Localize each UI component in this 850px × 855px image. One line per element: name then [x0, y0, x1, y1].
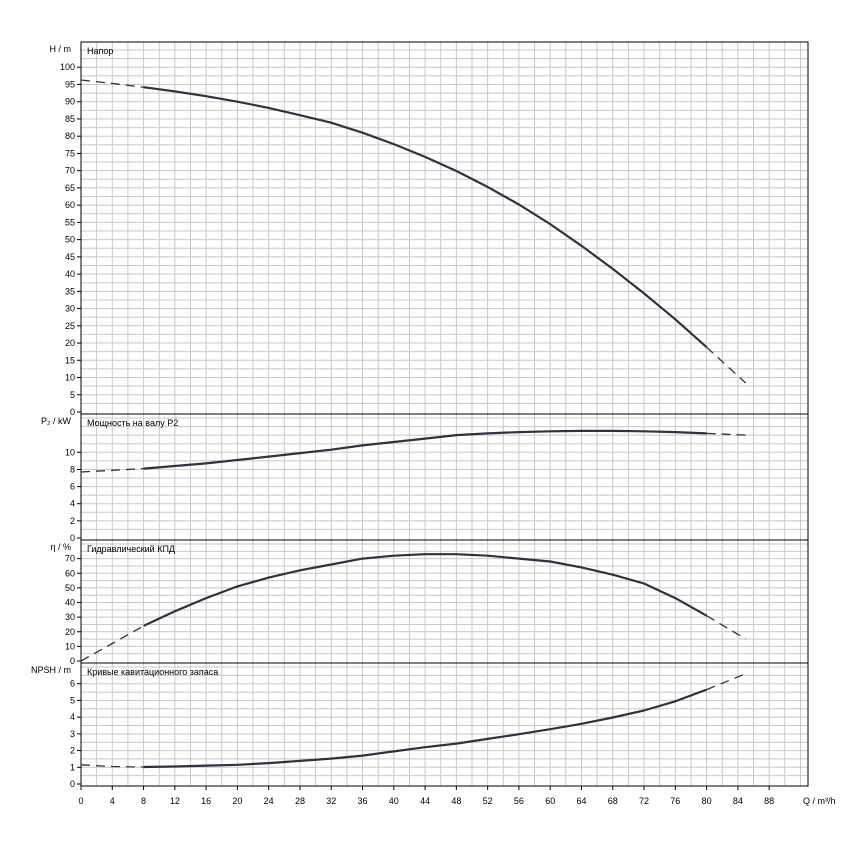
- efficiency-y-axis-label: η / %: [50, 542, 71, 552]
- power-panel-title: Мощность на валу P2: [87, 418, 178, 428]
- npsh-curve-extrapolated: [80, 764, 144, 768]
- x-tick-label: 20: [232, 796, 242, 806]
- head-y-tick-label: 35: [65, 286, 75, 296]
- head-y-tick-label: 45: [65, 252, 75, 262]
- npsh-panel-frame: [80, 662, 809, 787]
- power-y-tick-label: 4: [70, 499, 75, 509]
- x-tick-label: 88: [764, 796, 774, 806]
- x-tick-label: 84: [733, 796, 743, 806]
- npsh-y-tick-label: 2: [70, 746, 75, 756]
- npsh-y-tick-label: 5: [70, 695, 75, 705]
- efficiency-y-tick-label: 30: [65, 612, 75, 622]
- head-y-tick-label: 65: [65, 183, 75, 193]
- head-y-axis-label: H / m: [50, 44, 72, 54]
- head-y-tick-label: 70: [65, 166, 75, 176]
- npsh-y-tick-label: 1: [70, 762, 75, 772]
- head-y-tick-label: 80: [65, 131, 75, 141]
- npsh-y-tick-label: 4: [70, 712, 75, 722]
- npsh-y-tick-label: 6: [70, 679, 75, 689]
- efficiency-curve: [143, 553, 708, 627]
- npsh-curve: [143, 688, 707, 769]
- head-y-tick-label: 20: [65, 338, 75, 348]
- head-y-tick-label: 55: [65, 217, 75, 227]
- efficiency-y-tick-label: 40: [65, 598, 75, 608]
- npsh-y-tick-label: 3: [70, 729, 75, 739]
- power-y-tick-label: 2: [70, 516, 75, 526]
- head-y-tick-label: 85: [65, 114, 75, 124]
- x-tick-label: 8: [141, 796, 146, 806]
- x-tick-label: 60: [545, 796, 555, 806]
- head-curve-extrapolated: [80, 79, 144, 88]
- x-tick-label: 44: [420, 796, 430, 806]
- efficiency-y-tick-label: 0: [70, 656, 75, 666]
- x-tick-label: 76: [670, 796, 680, 806]
- x-tick-label: 4: [110, 796, 115, 806]
- head-y-tick-label: 10: [65, 373, 75, 383]
- head-y-tick-label: 75: [65, 148, 75, 158]
- power-curve: [143, 429, 707, 470]
- head-y-tick-label: 95: [65, 79, 75, 89]
- head-y-tick-label: 50: [65, 235, 75, 245]
- npsh-y-axis-label: NPSH / m: [31, 665, 71, 675]
- power-y-axis-label: P₂ / kW: [41, 416, 71, 426]
- x-tick-label: 72: [639, 796, 649, 806]
- npsh-y-tick-label: 0: [70, 779, 75, 789]
- x-tick-label: 36: [358, 796, 368, 806]
- x-tick-label: 64: [576, 796, 586, 806]
- x-tick-label: 52: [483, 796, 493, 806]
- head-y-tick-label: 30: [65, 304, 75, 314]
- x-axis-label: Q / m³/h: [803, 796, 836, 806]
- x-tick-label: 16: [201, 796, 211, 806]
- x-tick-label: 28: [295, 796, 305, 806]
- x-axis: Q / m³/h 0 4 8 12 16 20 24 28 32 36 40 44 48 52 56 60 64…: [78, 786, 836, 806]
- head-curve-extrapolated: [706, 346, 747, 384]
- efficiency-y-tick-label: 70: [65, 554, 75, 564]
- x-tick-label: 0: [78, 796, 83, 806]
- head-y-tick-label: 15: [65, 355, 75, 365]
- x-tick-label: 40: [389, 796, 399, 806]
- efficiency-y-tick-label: 20: [65, 627, 75, 637]
- curve-layer: [80, 79, 747, 769]
- text-layer: 0510152025303540455055606570758085909510…: [31, 44, 218, 789]
- head-y-tick-label: 90: [65, 97, 75, 107]
- head-panel-title: Напор: [87, 46, 113, 56]
- efficiency-panel-title: Гидравлический КПД: [87, 544, 175, 554]
- x-tick-label: 68: [608, 796, 618, 806]
- efficiency-curve-extrapolated: [706, 615, 747, 640]
- head-y-tick-label: 100: [60, 62, 75, 72]
- power-y-tick-label: 8: [70, 464, 75, 474]
- efficiency-curve-extrapolated: [80, 625, 144, 662]
- power-curve-extrapolated: [80, 467, 144, 473]
- x-tick-label: 12: [170, 796, 180, 806]
- npsh-panel-title: Кривые кавитационного запаса: [87, 667, 218, 677]
- x-tick-label: 32: [326, 796, 336, 806]
- efficiency-y-tick-label: 60: [65, 568, 75, 578]
- head-curve: [143, 86, 708, 349]
- head-y-tick-label: 0: [70, 407, 75, 417]
- head-y-tick-label: 60: [65, 200, 75, 210]
- efficiency-y-tick-label: 50: [65, 583, 75, 593]
- x-tick-label: 24: [264, 796, 274, 806]
- power-y-tick-label: 10: [65, 447, 75, 457]
- head-y-tick-label: 25: [65, 321, 75, 331]
- x-tick-label: 48: [451, 796, 461, 806]
- x-tick-label: 80: [702, 796, 712, 806]
- frame-layer: [77, 41, 809, 787]
- power-y-tick-label: 0: [70, 533, 75, 543]
- head-y-tick-label: 40: [65, 269, 75, 279]
- head-y-tick-label: 5: [70, 390, 75, 400]
- power-curve-extrapolated: [706, 432, 746, 436]
- efficiency-y-tick-label: 10: [65, 641, 75, 651]
- npsh-curve-extrapolated: [706, 673, 746, 691]
- x-tick-label: 56: [514, 796, 524, 806]
- power-y-tick-label: 6: [70, 482, 75, 492]
